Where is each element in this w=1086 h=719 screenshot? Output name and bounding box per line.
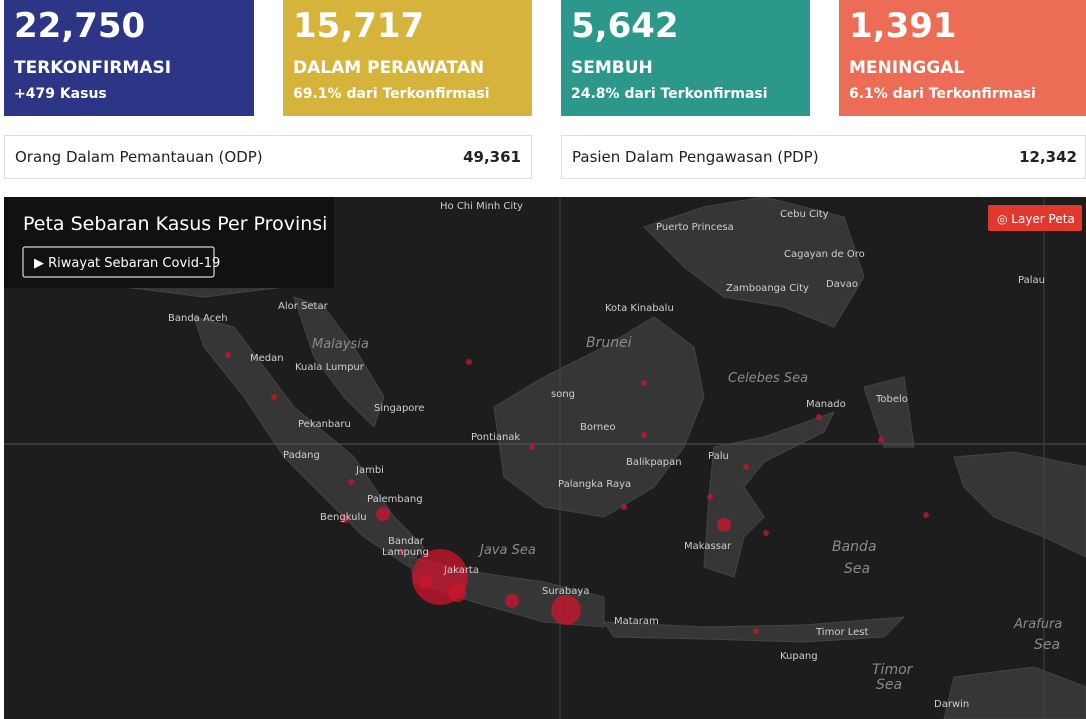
place-label: Puerto Princesa [656,222,734,233]
stat-value: 49,361 [463,148,521,166]
place-label: Palembang [367,494,423,505]
place-label: Alor Setar [278,301,329,312]
place-label: Surabaya [542,586,589,597]
history-button-label[interactable]: ▶ Riwayat Sebaran Covid-19 [34,256,220,271]
place-label: Cebu City [780,209,829,220]
stat-label: Pasien Dalam Pengawasan (PDP) [572,148,819,166]
place-label: Bandar [388,536,425,547]
card-sub: 69.1% dari Terkonfirmasi [293,86,490,102]
place-label: Java Sea [477,543,536,558]
stat-odp: Orang Dalam Pemantauan (ODP) 49,361 [4,135,532,179]
place-label: Pontianak [471,432,520,443]
card-recovered: 5,642 SEMBUH 24.8% dari Terkonfirmasi [561,0,810,116]
place-label: Kuala Lumpur [295,362,365,373]
card-treated: 15,717 DALAM PERAWATAN 69.1% dari Terkon… [283,0,532,116]
place-label: Pekanbaru [298,419,351,430]
card-label: DALAM PERAWATAN [293,58,485,78]
place-label: Makassar [684,541,732,552]
place-label: Borneo [580,422,616,433]
place-label: Darwin [934,699,969,710]
place-label: Kota Kinabalu [605,303,674,314]
stat-label: Orang Dalam Pemantauan (ODP) [15,148,263,166]
card-label: TERKONFIRMASI [14,58,172,78]
place-label: Jambi [355,465,384,476]
place-label: Palangka Raya [558,479,631,490]
place-label: Balikpapan [626,457,682,468]
place-label: Padang [283,450,320,461]
place-label: Timor Lest [815,627,868,638]
place-label: Sea [1034,637,1060,653]
place-label: Arafura [1013,617,1062,632]
place-label: Banda [832,539,877,555]
place-label: Davao [826,279,858,290]
place-label: Tobelo [875,394,908,405]
place-label: Sea [876,677,902,693]
place-label: Ho Chi Minh City [440,201,523,212]
place-label: Banda Aceh [168,313,228,324]
place-label: Manado [806,399,846,410]
card-value: 1,391 [849,6,957,46]
map: Ho Chi Minh CitySurat ThaniPuerto Prince… [4,197,1086,719]
place-label: Zamboanga City [726,283,809,294]
place-label: Lampung [382,547,429,558]
stat-value: 12,342 [1019,148,1077,166]
place-label: Singapore [374,403,424,414]
place-label: Mataram [614,616,659,627]
map-title: Peta Sebaran Kasus Per Provinsi [23,213,327,235]
place-labels: Ho Chi Minh CitySurat ThaniPuerto Prince… [168,201,1062,710]
layer-button[interactable] [988,205,1082,231]
place-label: Sea [844,561,870,577]
card-confirmed: 22,750 TERKONFIRMASI +479 Kasus [4,0,254,116]
place-label: Kupang [780,651,818,662]
card-sub: 24.8% dari Terkonfirmasi [571,86,768,102]
place-label: Cagayan de Oro [784,249,865,260]
place-label: Celebes Sea [728,371,808,386]
place-label: Bengkulu [320,512,367,523]
card-sub: +479 Kasus [14,86,107,102]
history-button[interactable] [22,246,215,278]
place-label: Jakarta [443,565,479,576]
place-label: Palu [708,451,729,462]
stat-pdp: Pasien Dalam Pengawasan (PDP) 12,342 [561,135,1086,179]
title-panel [4,197,334,288]
card-label: MENINGGAL [849,58,965,78]
place-label: Brunei [586,335,632,351]
place-label: Timor [872,662,914,678]
place-label: song [551,389,575,400]
card-label: SEMBUH [571,58,653,78]
case-bubbles [225,352,929,634]
card-value: 5,642 [571,6,679,46]
card-deaths: 1,391 MENINGGAL 6.1% dari Terkonfirmasi [839,0,1086,116]
card-sub: 6.1% dari Terkonfirmasi [849,86,1036,102]
card-value: 15,717 [293,6,425,46]
layer-button-label[interactable]: ◎ Layer Peta [997,212,1075,226]
place-label: Malaysia [312,337,369,352]
place-label: Medan [250,353,284,364]
place-label: Palau [1018,275,1045,286]
card-value: 22,750 [14,6,146,46]
